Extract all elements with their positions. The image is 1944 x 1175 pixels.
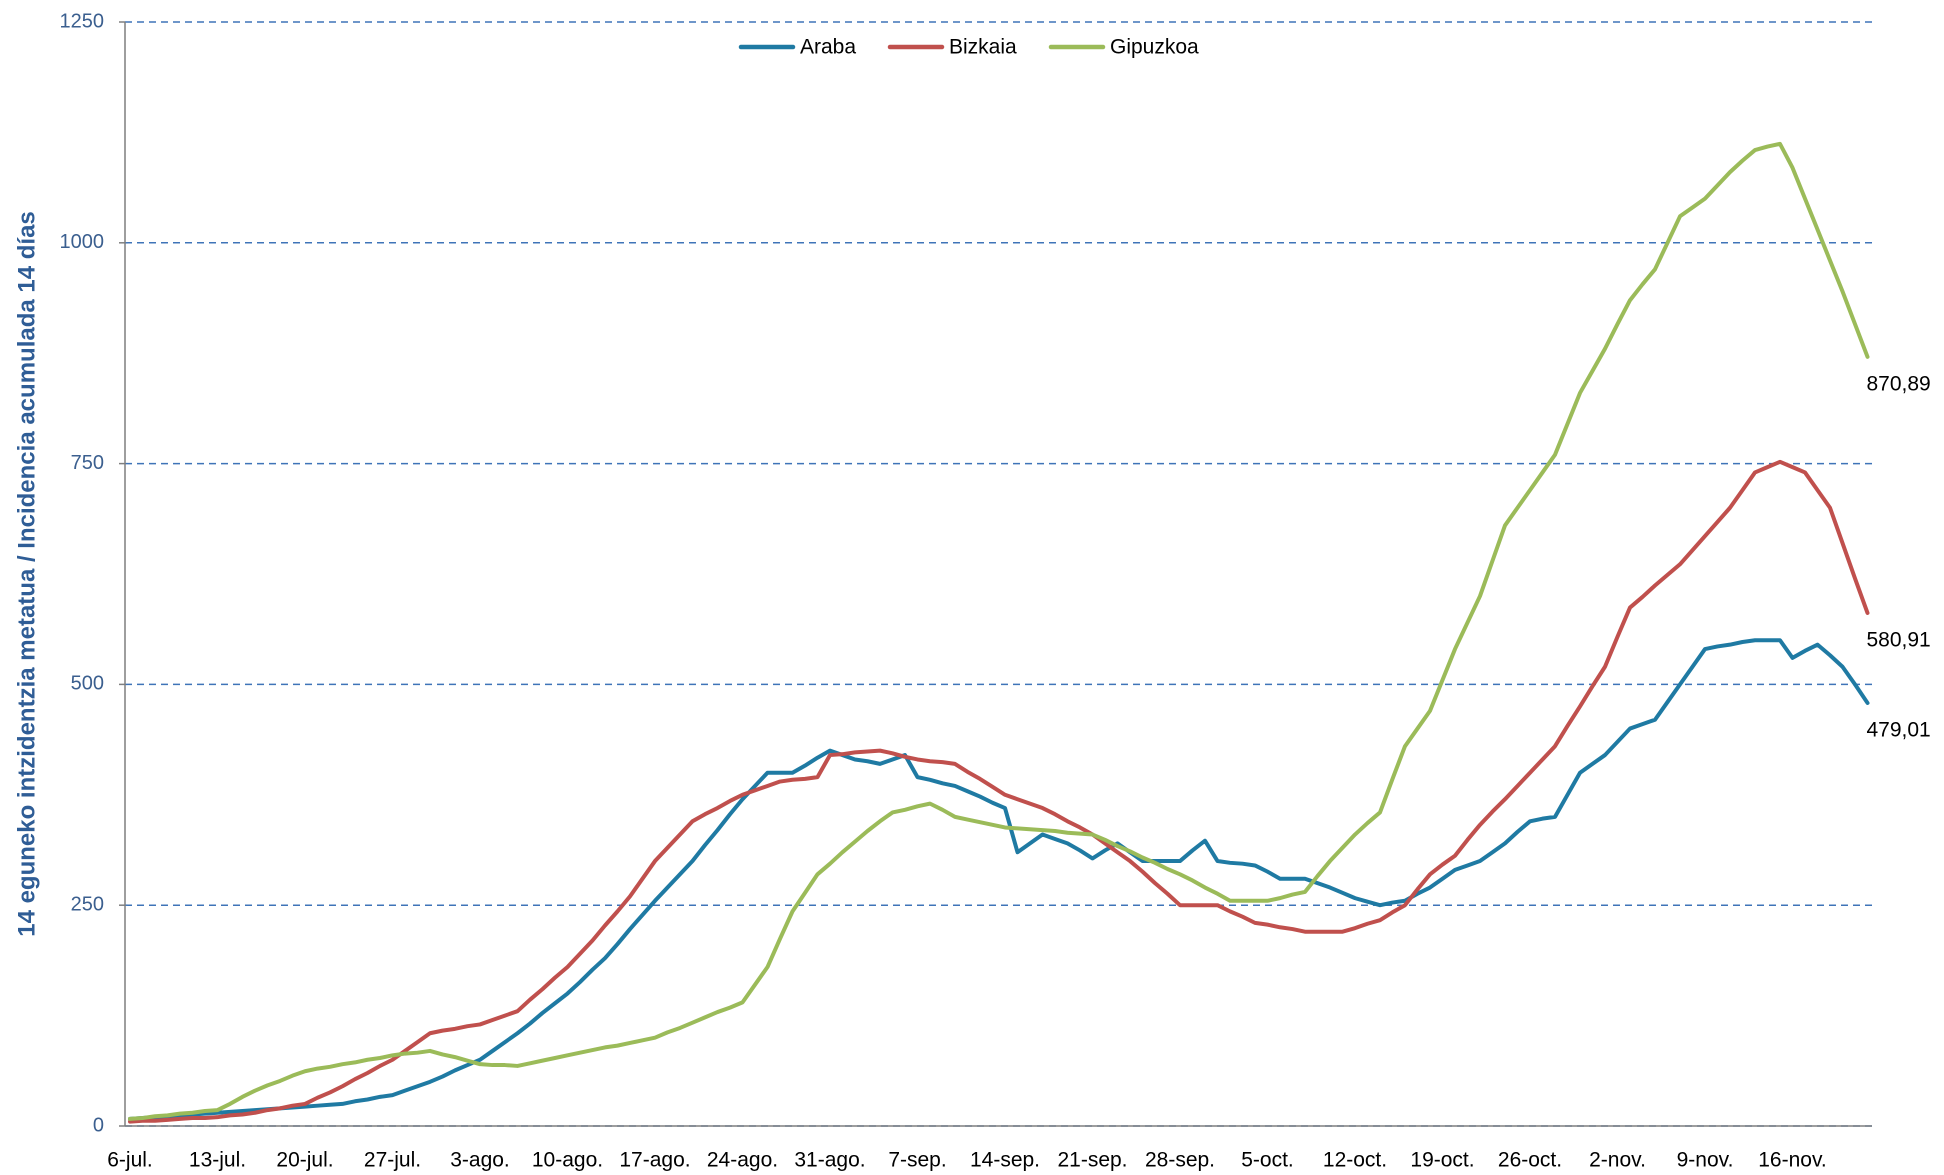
x-tick-label: 31-ago.: [794, 1149, 865, 1172]
x-tick-label: 16-nov.: [1758, 1149, 1827, 1172]
y-axis-title: 14 eguneko intzidentzia metatua / Incide…: [13, 211, 40, 937]
y-tick-label: 1250: [60, 10, 105, 32]
x-tick-label: 14-sep.: [970, 1149, 1040, 1172]
x-tick-label: 26-oct.: [1498, 1149, 1562, 1172]
y-tick-label: 750: [71, 452, 104, 474]
x-tick-label: 20-jul.: [276, 1149, 333, 1172]
y-tick-label: 250: [71, 893, 104, 915]
x-tick-label: 3-ago.: [450, 1149, 510, 1172]
y-tick-label: 1000: [60, 231, 105, 253]
x-tick-label: 7-sep.: [888, 1149, 946, 1172]
x-tick-label: 27-jul.: [364, 1149, 421, 1172]
y-tick-label: 500: [71, 673, 104, 695]
end-value-label: 580,91: [1867, 628, 1931, 651]
x-tick-label: 13-jul.: [189, 1149, 246, 1172]
x-tick-label: 12-oct.: [1323, 1149, 1387, 1172]
legend-label: Bizkaia: [949, 36, 1017, 59]
legend-label: Gipuzkoa: [1110, 36, 1199, 59]
x-tick-label: 9-nov.: [1677, 1149, 1734, 1172]
x-tick-label: 28-sep.: [1145, 1149, 1215, 1172]
series-line: [128, 638, 1870, 1121]
end-value-label: 870,89: [1867, 372, 1931, 395]
series-line: [128, 459, 1870, 1124]
series-line: [128, 141, 1870, 1121]
x-tick-label: 24-ago.: [707, 1149, 778, 1172]
x-tick-label: 19-oct.: [1410, 1149, 1474, 1172]
x-tick-label: 21-sep.: [1057, 1149, 1127, 1172]
x-tick-label: 6-jul.: [107, 1149, 153, 1172]
x-tick-label: 5-oct.: [1241, 1149, 1294, 1172]
x-tick-label: 10-ago.: [532, 1149, 603, 1172]
legend-label: Araba: [800, 36, 856, 59]
end-value-label: 479,01: [1867, 718, 1931, 741]
x-tick-label: 17-ago.: [619, 1149, 690, 1172]
x-tick-label: 2-nov.: [1589, 1149, 1646, 1172]
y-tick-label: 0: [93, 1114, 104, 1136]
